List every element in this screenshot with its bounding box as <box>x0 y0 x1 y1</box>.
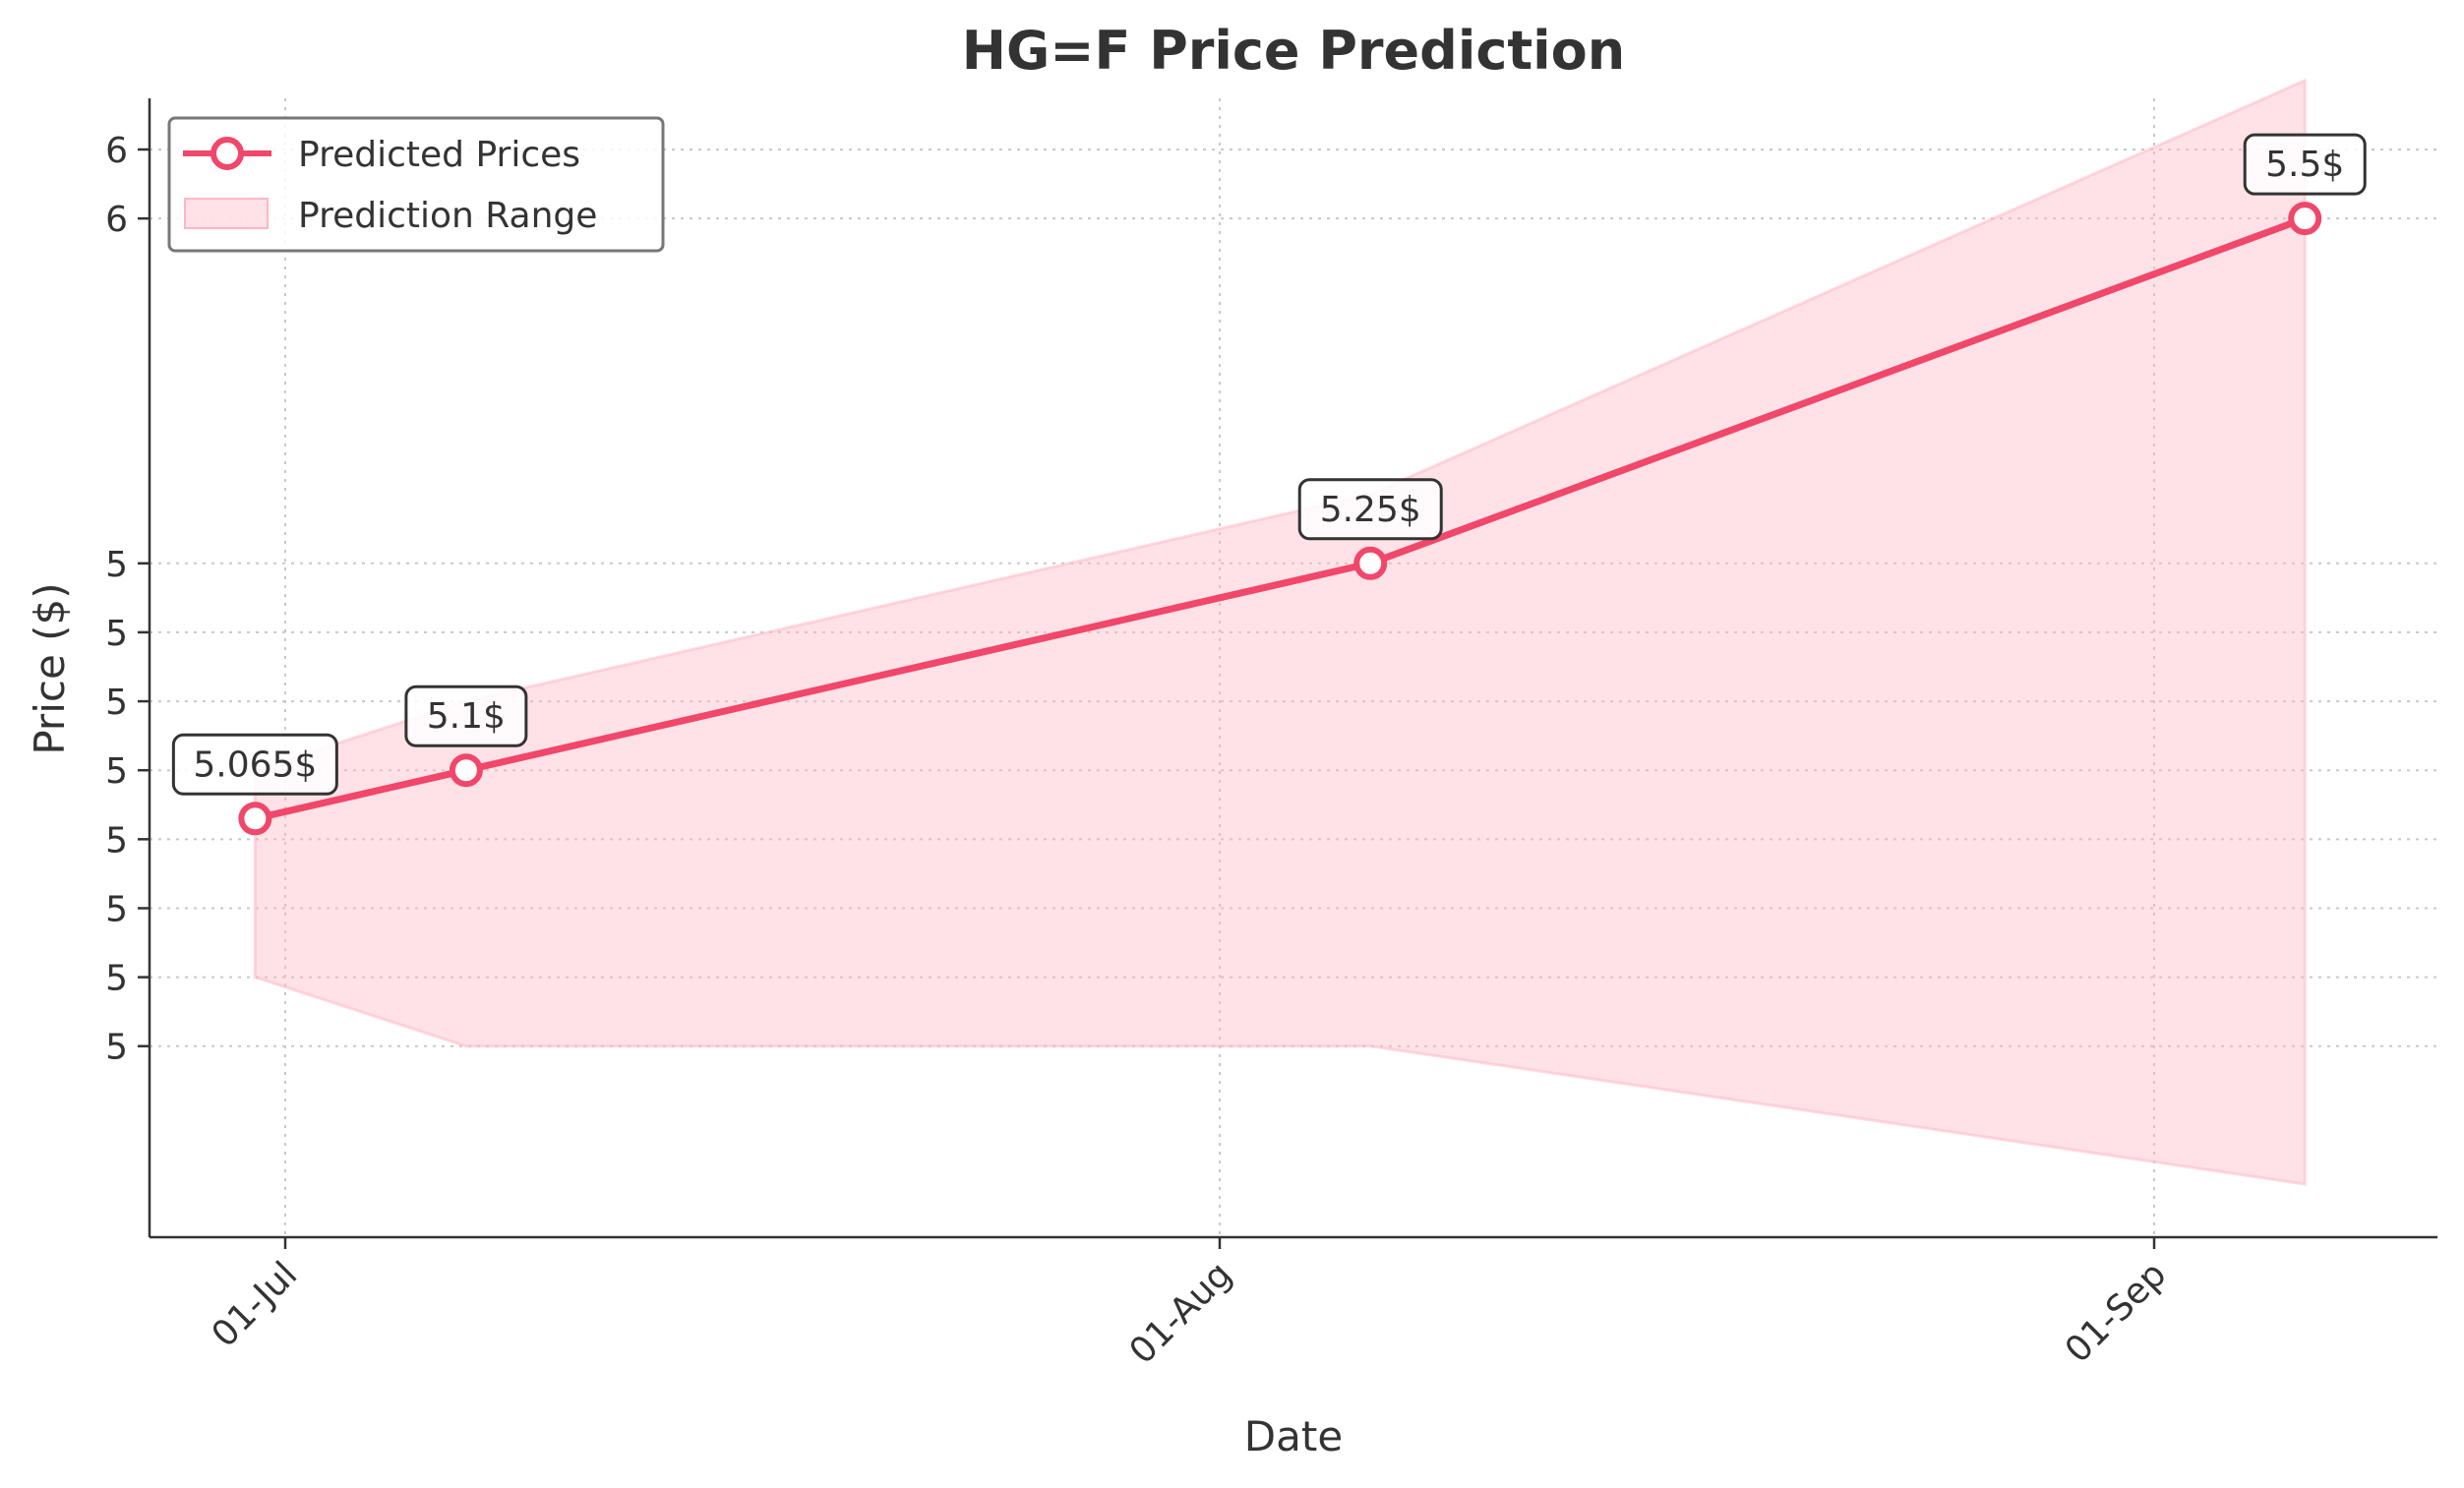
y-tick-label: 5 <box>105 820 128 861</box>
predicted-prices-line <box>254 214 2307 822</box>
y-tick-label: 5 <box>105 751 128 792</box>
x-axis-label: Date <box>1244 1412 1343 1460</box>
y-axis-ticks: 5 5 5 5 5 5 5 5 6 6 <box>105 131 150 1068</box>
data-label-text: 5.065$ <box>193 744 317 785</box>
y-axis-label: Price ($) <box>26 582 74 754</box>
data-label-text: 5.25$ <box>1320 490 1421 530</box>
legend-range-swatch <box>184 198 269 229</box>
data-point-1 <box>449 753 483 788</box>
data-label-1: 5.1$ <box>404 684 528 747</box>
x-axis-ticks: 01-Jul 01-Aug 01-Sep <box>205 1237 2175 1372</box>
predicted-prices-series <box>238 202 2322 836</box>
data-label-0: 5.065$ <box>171 733 338 796</box>
x-tick-label: 01-Jul <box>205 1254 306 1355</box>
data-label-2: 5.25$ <box>1297 478 1443 541</box>
data-label-box <box>404 684 528 747</box>
data-label-box <box>2243 133 2367 196</box>
legend-circle-marker <box>210 137 244 170</box>
data-point-2 <box>1353 546 1388 580</box>
data-label-text: 5.1$ <box>427 696 506 737</box>
data-label-box <box>171 733 338 796</box>
y-tick-label: 5 <box>105 545 128 585</box>
x-tick-label: 01-Sep <box>2058 1254 2175 1371</box>
y-tick-label: 5 <box>105 1028 128 1068</box>
data-point-0 <box>238 802 272 836</box>
legend-box <box>167 116 665 253</box>
axes <box>148 98 2437 1239</box>
data-label-3: 5.5$ <box>2243 133 2367 196</box>
data-label-box <box>1297 478 1443 541</box>
legend: Predicted Prices Prediction Range <box>167 116 665 253</box>
data-label-text: 5.5$ <box>2265 145 2344 185</box>
data-annotations: 5.065$ 5.1$ 5.25$ 5.5$ <box>171 133 2367 796</box>
chart-title: HG=F Price Prediction <box>962 20 1625 82</box>
legend-label-prediction-range: Prediction Range <box>298 196 597 236</box>
y-tick-label: 5 <box>105 614 128 654</box>
y-tick-label: 5 <box>105 959 128 999</box>
y-tick-label: 6 <box>105 200 128 240</box>
prediction-range-area <box>253 78 2307 1186</box>
y-tick-label: 6 <box>105 131 128 171</box>
y-tick-label: 5 <box>105 683 128 723</box>
prediction-range-band <box>253 78 2307 1186</box>
data-point-3 <box>2288 202 2322 236</box>
x-tick-label: 01-Aug <box>1122 1254 1240 1372</box>
y-tick-label: 5 <box>105 889 128 929</box>
legend-label-predicted-prices: Predicted Prices <box>298 135 580 175</box>
